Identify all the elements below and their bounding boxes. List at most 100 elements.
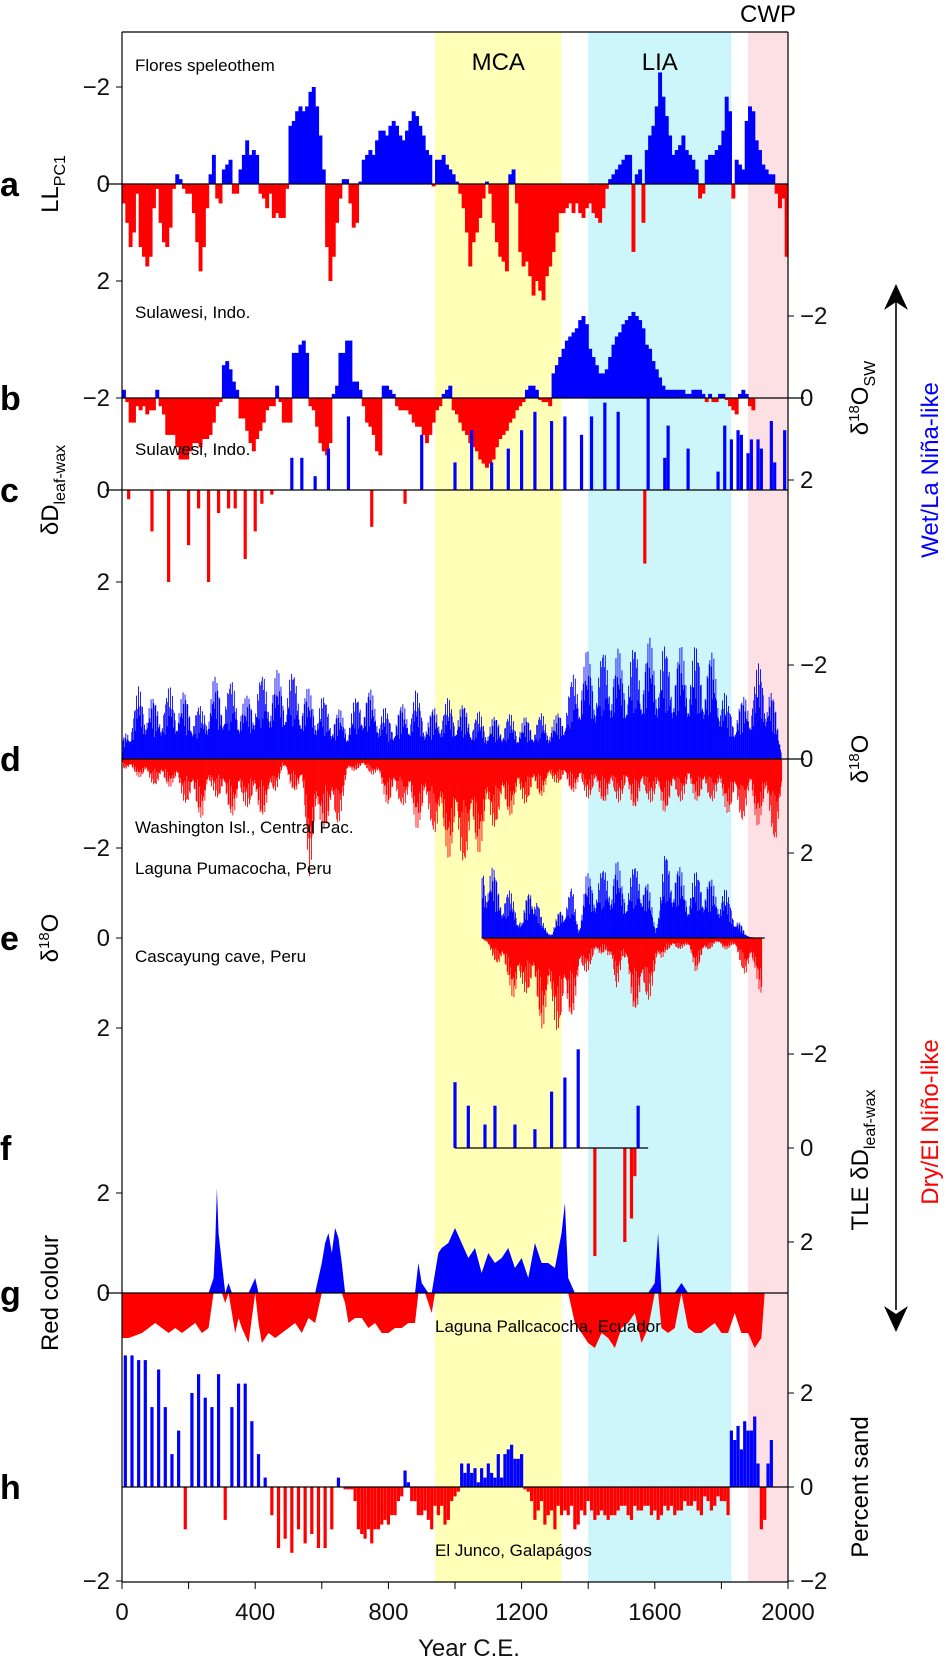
spike-d-up-480 [281,727,283,759]
spike-d-up-1144 [502,737,504,759]
spike-e-down-1186 [517,938,519,967]
spike-d-down-816 [394,759,396,780]
spike-e-up-1528 [630,886,632,938]
spike-d-down-1594 [653,759,655,782]
annotation-dry-el-nino: Dry/El Niño-like [917,1039,944,1204]
spike-e-up-1340 [568,896,570,938]
bar-a-230 [198,184,203,272]
bar-b-460 [275,385,280,398]
spike-d-down-1238 [534,759,536,782]
spike-d-up-1602 [655,699,657,759]
spike-e-up-1694 [686,906,688,938]
spike-d-down-660 [342,759,344,787]
spike-e-up-1538 [634,869,636,938]
spike-d-up-1158 [507,738,509,759]
spike-d-down-12 [126,759,128,766]
ytick-label-f: −2 [800,1041,827,1068]
spike-d-down-1828 [731,759,733,802]
spike-e-up-1154 [506,897,508,938]
spike-d-up-892 [419,703,420,759]
bar-b-600 [321,398,326,452]
bar-b-1240 [534,389,539,398]
spike-d-up-804 [389,723,391,759]
spike-d-up-786 [383,723,385,759]
ytick-label-d: 2 [800,840,813,867]
bar-h-210 [190,1393,194,1487]
bar-a-1290 [551,184,556,252]
spike-d-up-780 [381,729,383,759]
spike-d-down-1268 [544,759,546,779]
spike-d-down-1610 [658,759,660,787]
bar-a-1980 [781,184,786,199]
bar-c-510 [290,457,294,490]
spike-d-down-1754 [706,759,708,780]
spike-e-down-1240 [535,938,537,978]
spike-d-down-1896 [753,759,755,804]
spike-e-up-1406 [590,886,592,938]
bar-h-90 [150,1407,154,1487]
bar-a-720 [361,159,366,184]
bar-h-1940 [766,1463,770,1487]
spike-d-down-56 [141,759,143,774]
spike-d-down-1308 [558,759,559,783]
spike-d-up-584 [316,730,318,759]
spike-d-up-1670 [678,710,680,759]
spike-d-up-1738 [700,684,702,759]
spike-d-up-1668 [677,662,679,759]
spike-d-down-1274 [546,759,548,773]
bar-b-660 [341,352,346,398]
spike-e-up-1602 [655,928,657,938]
spike-d-down-134 [167,759,169,773]
spike-d-down-350 [239,759,240,781]
spike-e-down-1858 [741,938,743,966]
spike-e-up-1466 [610,909,612,938]
spike-d-up-856 [407,727,408,759]
spike-d-down-1916 [760,759,762,816]
spike-d-up-154 [173,727,175,759]
spike-d-up-1142 [502,739,504,759]
spike-d-down-202 [189,759,191,794]
bar-a-1720 [694,169,699,184]
spike-e-up-1530 [631,901,633,938]
spike-d-up-1918 [760,681,762,759]
spike-d-down-1186 [517,759,519,779]
bar-b-100 [155,389,160,398]
spike-e-up-1238 [534,906,536,938]
spike-d-up-1850 [738,730,739,759]
spike-d-down-1824 [729,759,731,782]
spike-e-up-1402 [588,904,590,938]
spike-e-down-1662 [675,938,677,947]
spike-e-up-1262 [542,925,544,938]
spike-e-up-1626 [663,896,665,938]
bar-h-1110 [490,1472,494,1487]
spike-d-down-862 [409,759,411,782]
spike-d-down-416 [261,759,262,781]
spike-d-up-326 [230,721,232,759]
spike-d-up-224 [196,738,198,759]
spike-e-up-1462 [608,896,610,938]
spike-e-down-1406 [590,938,592,961]
bar-a-1590 [651,125,656,184]
spike-d-up-1168 [510,714,512,759]
spike-d-down-408 [258,759,260,801]
bar-b-1880 [748,398,752,407]
spike-d-down-946 [437,759,439,805]
spike-d-down-294 [220,759,222,779]
spike-d-down-1560 [641,759,643,777]
spike-d-up-1228 [530,739,532,759]
spike-e-up-1814 [726,890,727,938]
bar-b-1530 [631,311,636,398]
spike-d-up-1530 [631,700,633,759]
spike-d-up-1758 [707,678,709,759]
bar-h-1890 [749,1430,753,1487]
spike-d-up-338 [234,711,236,759]
bar-a-1510 [624,154,629,184]
spike-d-down-864 [410,759,412,781]
spike-d-down-1066 [477,759,479,852]
spike-e-up-1366 [576,923,578,938]
spike-d-up-274 [213,701,215,759]
spike-d-down-804 [390,759,392,797]
spike-d-down-1976 [780,759,782,787]
spike-e-down-1388 [584,938,586,958]
spike-d-up-298 [221,715,223,759]
